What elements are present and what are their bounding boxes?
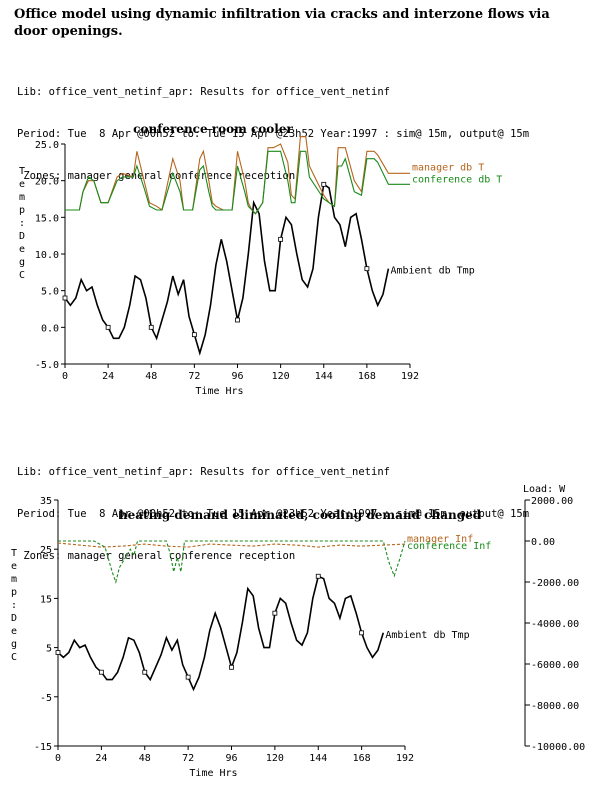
- chart-temperature: 0 24 48 72 96 120 144 168 192 -5.0 0.0 5.0 10.0 15.0 2…: [19, 122, 502, 397]
- chart-title: heating demand eliminated, cooling deman…: [119, 508, 482, 522]
- x-tick-label: 48: [139, 753, 151, 764]
- series-marker: [55, 650, 61, 655]
- series-marker: [191, 332, 197, 338]
- x-tick-label: 0: [62, 371, 68, 382]
- series-line-manager-db-t: [65, 136, 410, 215]
- y2-axis-label: Load: W: [523, 484, 566, 495]
- series-line-manager-inf: [57, 542, 406, 548]
- y-axis-label-char: m: [19, 192, 25, 203]
- y-axis-label-char: e: [19, 179, 25, 190]
- y-axis-label-char: e: [11, 561, 17, 572]
- series-marker: [235, 317, 240, 323]
- x-tick-label: 192: [401, 371, 419, 382]
- series-marker: [148, 324, 154, 330]
- x-tick-label: 24: [95, 753, 107, 764]
- y-tick-label: -15: [34, 742, 52, 753]
- x-tick-label: 24: [102, 371, 114, 382]
- y-axis-label-char: T: [19, 166, 25, 177]
- results-info-bottom: Lib: office_vent_netinf_apr: Results for…: [17, 437, 529, 577]
- series-marker: [315, 573, 321, 579]
- page-title: Office model using dynamic infiltration …: [14, 7, 550, 39]
- y-axis-label-char: e: [19, 244, 25, 255]
- x-tick-label: 168: [353, 753, 371, 764]
- series-marker: [321, 181, 327, 187]
- x-tick-label: 192: [396, 753, 414, 764]
- x-axis-label: Time Hrs: [189, 768, 237, 779]
- y-axis-label-char: :: [11, 600, 17, 611]
- y-axis-label-char: C: [19, 270, 25, 281]
- x-axis-label: Time Hrs: [195, 386, 243, 397]
- series-label: conference Inf: [407, 541, 491, 552]
- series-marker: [278, 236, 284, 242]
- series-label: manager db T: [412, 162, 484, 173]
- series-line-ambient-db-tmp: [64, 182, 390, 356]
- y-axis-label-char: g: [11, 639, 17, 650]
- x-tick-label: 96: [231, 371, 243, 382]
- series-marker: [229, 664, 234, 670]
- y2-tick-label: -8000.00: [531, 701, 579, 712]
- y2-tick-label: 2000.00: [531, 496, 573, 507]
- y-axis-label-char: p: [11, 587, 17, 598]
- x-tick-label: 72: [188, 371, 200, 382]
- series-marker: [364, 266, 370, 272]
- x-tick-label: 120: [266, 753, 284, 764]
- x-tick-label: 120: [272, 371, 290, 382]
- y-axis-label-char: m: [11, 574, 17, 585]
- x-tick-label: 0: [55, 753, 61, 764]
- series-line-ambient-db-tmp: [57, 575, 385, 692]
- zones-line: Zones: manager general conference recept…: [17, 550, 296, 562]
- y-axis-label-char: p: [19, 205, 25, 216]
- series-marker: [105, 324, 111, 330]
- y-tick-label: 20.0: [35, 177, 59, 188]
- y2-tick-label: -10000.00: [531, 742, 585, 753]
- y-axis-label-char: C: [11, 652, 17, 663]
- y-axis-label-char: D: [11, 613, 17, 624]
- y-tick-label: -5.0: [35, 360, 59, 371]
- y-axis-label-char: g: [19, 257, 25, 268]
- series-label: Ambient db Tmp: [390, 266, 474, 277]
- lib-line: Lib: office_vent_netinf_apr: Results for…: [17, 86, 390, 98]
- y-tick-label: -5: [40, 693, 52, 704]
- y-tick-label: 25.0: [35, 140, 59, 151]
- results-info-top: Lib: office_vent_netinf_apr: Results for…: [17, 57, 529, 197]
- period-line: Period: Tue 8 Apr @00h52 to: Tue 15 Apr …: [17, 508, 530, 520]
- y-tick-label: 35: [40, 496, 52, 507]
- y-tick-label: 15.0: [35, 213, 59, 224]
- y-axis-label-char: :: [19, 218, 25, 229]
- y-axis-label-char: D: [19, 231, 25, 242]
- x-tick-label: 72: [182, 753, 194, 764]
- y-tick-label: 5.0: [41, 287, 59, 298]
- series-marker: [62, 295, 68, 301]
- lib-line: Lib: office_vent_netinf_apr: Results for…: [17, 466, 390, 478]
- y2-tick-label: 0.00: [531, 537, 555, 548]
- x-tick-label: 48: [145, 371, 157, 382]
- period-line: Period: Tue 8 Apr @00h52 to: Tue 15 Apr …: [17, 128, 530, 140]
- series-label: Ambient db Tmp: [385, 630, 469, 641]
- x-tick-label: 144: [309, 753, 327, 764]
- series-line-conference-db-t: [65, 150, 410, 215]
- series-line-conference-inf: [58, 540, 406, 584]
- y-tick-label: 15: [40, 594, 52, 605]
- x-tick-label: 144: [315, 371, 333, 382]
- series-marker: [272, 610, 278, 616]
- y-axis-label-char: e: [11, 626, 17, 637]
- y-axis-label-char: T: [11, 548, 17, 559]
- y-tick-label: 25: [40, 545, 52, 556]
- series-marker: [98, 669, 104, 675]
- y-tick-label: 0.0: [41, 323, 59, 334]
- chart-title: conference room cooler: [133, 122, 293, 136]
- x-tick-label: 96: [225, 753, 237, 764]
- y-tick-label: 10.0: [35, 250, 59, 261]
- series-marker: [185, 674, 191, 680]
- series-marker: [359, 630, 365, 636]
- series-label: manager Inf: [407, 534, 473, 545]
- series-marker: [142, 669, 148, 675]
- y2-tick-label: -4000.00: [531, 619, 579, 630]
- series-label: conference db T: [412, 174, 502, 185]
- x-tick-label: 168: [358, 371, 376, 382]
- y2-tick-label: -2000.00: [531, 578, 579, 589]
- y-tick-label: 5: [46, 644, 52, 655]
- y2-tick-label: -6000.00: [531, 660, 579, 671]
